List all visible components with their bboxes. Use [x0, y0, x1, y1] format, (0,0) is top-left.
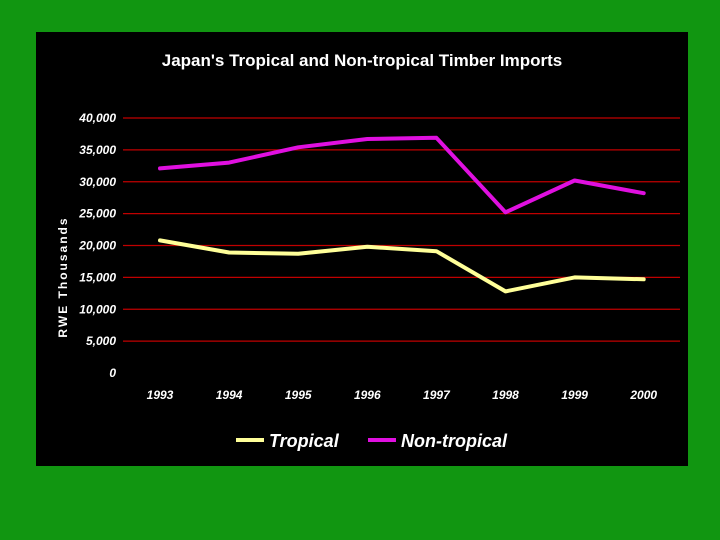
- y-axis-label: RWE Thousands: [56, 216, 70, 337]
- x-tick-label: 1997: [423, 388, 451, 402]
- y-tick-label: 15,000: [79, 270, 116, 284]
- y-tick-label: 30,000: [79, 175, 116, 189]
- x-tick-label: 2000: [629, 388, 657, 402]
- chart-panel: Japan's Tropical and Non-tropical Timber…: [36, 32, 688, 466]
- y-tick-label: 20,000: [78, 239, 116, 253]
- series-line-non-tropical: [158, 135, 646, 215]
- x-axis-ticks: 1993 1994 1995 1996 1997 1998 1999 2000: [147, 388, 658, 402]
- line-chart: Japan's Tropical and Non-tropical Timber…: [56, 51, 680, 451]
- y-tick-label: 5,000: [86, 334, 116, 348]
- series-lines: [158, 135, 646, 294]
- x-tick-label: 1999: [561, 388, 588, 402]
- x-tick-label: 1993: [147, 388, 174, 402]
- y-tick-label: 10,000: [79, 302, 116, 316]
- y-tick-label: 0: [109, 366, 116, 380]
- x-tick-label: 1994: [216, 388, 243, 402]
- x-tick-label: 1998: [492, 388, 519, 402]
- gridlines: [123, 117, 680, 342]
- series-line-tropical: [158, 238, 646, 294]
- legend: Tropical Non-tropical: [236, 431, 508, 451]
- y-tick-label: 40,000: [78, 111, 116, 125]
- x-tick-label: 1996: [354, 388, 381, 402]
- chart-title: Japan's Tropical and Non-tropical Timber…: [162, 51, 562, 70]
- legend-label: Tropical: [269, 431, 340, 451]
- x-tick-label: 1995: [285, 388, 312, 402]
- y-tick-label: 35,000: [79, 143, 116, 157]
- y-axis-ticks: 0 5,000 10,000 15,000 20,000 25,000 30,000 35,0…: [78, 111, 116, 380]
- y-tick-label: 25,000: [78, 207, 116, 221]
- legend-label: Non-tropical: [401, 431, 508, 451]
